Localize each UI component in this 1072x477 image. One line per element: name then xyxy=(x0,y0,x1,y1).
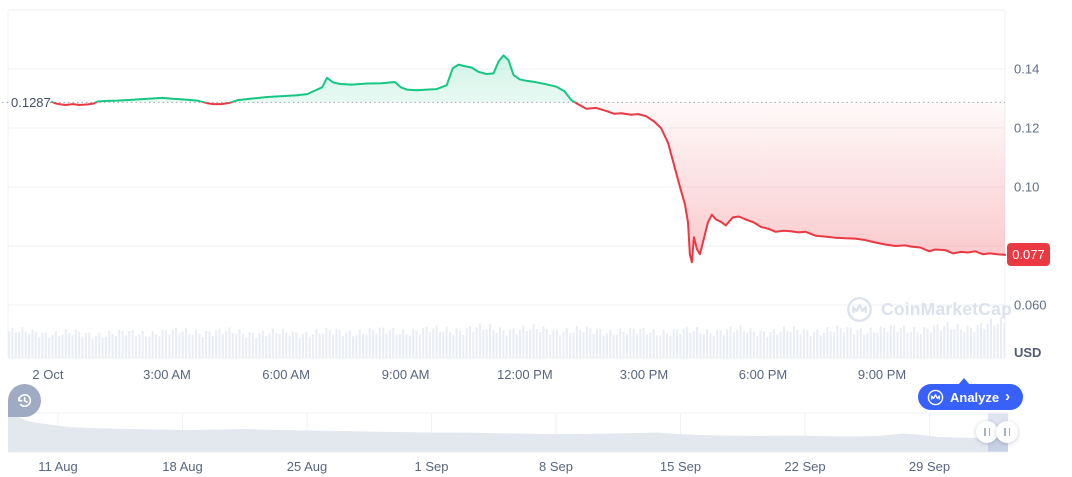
analyze-label: Analyze xyxy=(950,389,1000,405)
drag-handle-icon xyxy=(988,428,990,436)
y-axis-label: 0.12 xyxy=(1014,120,1040,136)
x-axis-label: 9:00 AM xyxy=(381,367,430,382)
history-icon xyxy=(18,394,32,407)
drag-handle-icon xyxy=(984,428,986,436)
history-button[interactable] xyxy=(8,384,41,417)
navigator-date-label: 18 Aug xyxy=(162,459,203,474)
x-axis-label: 6:00 AM xyxy=(262,367,310,382)
usd-unit-label: USD xyxy=(1014,345,1042,360)
navigator-date-label: 22 Sep xyxy=(784,459,826,474)
drag-handle-icon xyxy=(1004,428,1006,436)
navigator-date-label: 8 Sep xyxy=(539,459,573,474)
y-axis-label: 0.10 xyxy=(1014,179,1040,195)
navigator-date-label: 15 Sep xyxy=(659,459,702,474)
navigator-date-label: 29 Sep xyxy=(908,459,951,474)
navigator-date-label: 11 Aug xyxy=(38,459,78,474)
chevron-right-icon: › xyxy=(1005,388,1011,405)
navigator-date-label: 1 Sep xyxy=(414,459,449,474)
cmc-logo-icon xyxy=(927,389,944,405)
baseline-price-label: 0.1287 xyxy=(11,95,51,110)
navigator-right-handle[interactable] xyxy=(996,421,1018,443)
navigator-date-label: 25 Aug xyxy=(286,459,328,474)
y-axis-label: 0.060 xyxy=(1014,297,1047,313)
analyze-button[interactable]: Analyze › xyxy=(918,378,1024,410)
x-axis-label: 6:00 PM xyxy=(738,367,788,382)
navigator-left-handle[interactable] xyxy=(976,421,998,443)
y-axis-label: 0.14 xyxy=(1014,61,1040,77)
x-axis-label: 3:00 AM xyxy=(143,367,191,382)
x-axis-label: 12:00 PM xyxy=(497,367,553,382)
x-axis-label: 2 Oct xyxy=(32,367,64,382)
drag-handle-icon xyxy=(1008,428,1010,436)
x-axis-label: 3:00 PM xyxy=(619,367,669,382)
current-price-badge: 0.077 xyxy=(1007,243,1050,266)
x-axis-label: 9:00 PM xyxy=(857,367,907,382)
